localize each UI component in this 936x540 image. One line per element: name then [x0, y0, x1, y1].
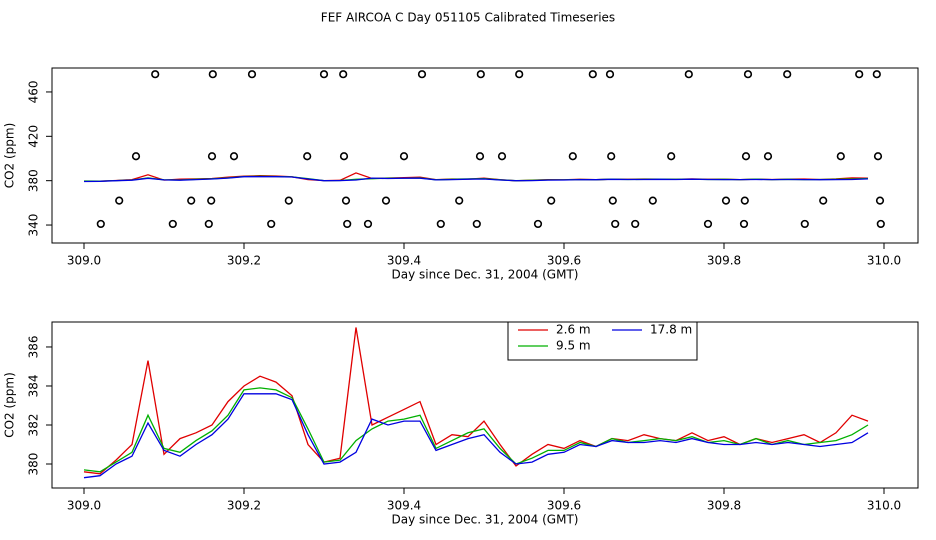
- flag-point: [648, 196, 657, 205]
- flag-point: [607, 152, 616, 161]
- x-tick-label: 309.2: [227, 254, 261, 268]
- flag-point: [739, 219, 749, 229]
- flag-point: [208, 70, 217, 79]
- flag-point: [284, 196, 293, 205]
- flag-point: [605, 70, 615, 79]
- flag-point: [339, 70, 348, 79]
- flag-point: [836, 152, 845, 161]
- flag-point: [743, 70, 753, 79]
- flag-point: [267, 219, 276, 229]
- x-tick-label: 309.6: [547, 254, 581, 268]
- flag-point: [631, 219, 640, 229]
- flag-point: [187, 196, 196, 205]
- y-tick-label: 380: [27, 453, 41, 476]
- flag-point: [667, 152, 676, 161]
- flag-point: [151, 70, 160, 79]
- flag-point: [783, 70, 792, 79]
- x-tick-label: 310.0: [867, 254, 901, 268]
- flag-point: [855, 70, 864, 79]
- flag-point: [436, 219, 445, 229]
- flag-point: [476, 70, 485, 79]
- y-tick-label: 386: [27, 336, 41, 359]
- y-axis-label: CO2 (ppm): [3, 123, 17, 189]
- flag-point: [876, 219, 885, 229]
- x-tick-label: 309.6: [547, 499, 581, 513]
- legend-box: [507, 321, 698, 361]
- flag-point: [303, 152, 312, 161]
- flag-point: [568, 152, 577, 161]
- flag-point: [417, 70, 427, 79]
- flag-point: [381, 196, 391, 205]
- flag-point: [319, 70, 329, 79]
- y-axis-label: CO2 (ppm): [3, 372, 17, 438]
- series-line: [83, 327, 869, 475]
- flag-point: [204, 219, 213, 229]
- flag-point: [207, 152, 217, 161]
- y-tick-label: 384: [27, 375, 41, 398]
- flag-point: [684, 70, 693, 79]
- flag-point: [533, 219, 543, 229]
- y-tick-label: 460: [27, 81, 41, 104]
- flag-point: [608, 196, 617, 205]
- flag-point: [247, 70, 257, 79]
- flag-point: [115, 196, 124, 205]
- flag-point: [455, 196, 464, 205]
- flag-point: [339, 152, 349, 161]
- flag-point: [343, 219, 352, 229]
- flag-point: [131, 152, 141, 161]
- flag-point: [515, 70, 524, 79]
- flag-point: [497, 152, 507, 161]
- flag-point: [875, 196, 885, 205]
- flag-point: [472, 219, 481, 229]
- flag-point: [475, 152, 485, 161]
- chart-title: FEF AIRCOA C Day 051105 Calibrated Times…: [321, 11, 615, 25]
- flag-point: [873, 152, 883, 161]
- series-line: [83, 393, 869, 479]
- flag-point: [96, 219, 105, 229]
- flag-point: [588, 70, 597, 79]
- y-tick-label: 382: [27, 414, 41, 437]
- flag-point: [741, 152, 751, 161]
- x-tick-label: 309.0: [67, 499, 101, 513]
- x-axis-label: Day since Dec. 31, 2004 (GMT): [392, 513, 579, 527]
- flag-point: [229, 152, 239, 161]
- flag-point: [763, 152, 773, 161]
- x-tick-label: 309.2: [227, 499, 261, 513]
- x-tick-label: 309.4: [387, 499, 421, 513]
- flag-point: [800, 219, 809, 229]
- y-tick-label: 380: [27, 169, 41, 192]
- flag-point: [168, 219, 177, 229]
- plot-frame: [51, 67, 919, 244]
- flag-point: [721, 196, 731, 205]
- flag-point: [819, 196, 828, 205]
- legend-label: 9.5 m: [556, 339, 591, 353]
- x-tick-label: 309.8: [707, 254, 741, 268]
- plot-frame: [51, 321, 919, 489]
- flag-point: [611, 219, 620, 229]
- y-tick-label: 420: [27, 125, 41, 148]
- flag-point: [363, 219, 373, 229]
- x-tick-label: 310.0: [867, 499, 901, 513]
- flag-point: [399, 152, 409, 161]
- flag-point: [207, 196, 216, 205]
- legend-label: 17.8 m: [650, 323, 692, 337]
- legend-label: 2.6 m: [556, 323, 591, 337]
- flag-point: [703, 219, 713, 229]
- flag-point: [341, 196, 351, 205]
- x-tick-label: 309.8: [707, 499, 741, 513]
- x-tick-label: 309.4: [387, 254, 421, 268]
- x-axis-label: Day since Dec. 31, 2004 (GMT): [392, 268, 579, 282]
- x-tick-label: 309.0: [67, 254, 101, 268]
- flag-point: [547, 196, 556, 205]
- y-tick-label: 340: [27, 214, 41, 237]
- flag-point: [872, 70, 881, 79]
- flag-point: [740, 196, 749, 205]
- series-line: [83, 176, 869, 183]
